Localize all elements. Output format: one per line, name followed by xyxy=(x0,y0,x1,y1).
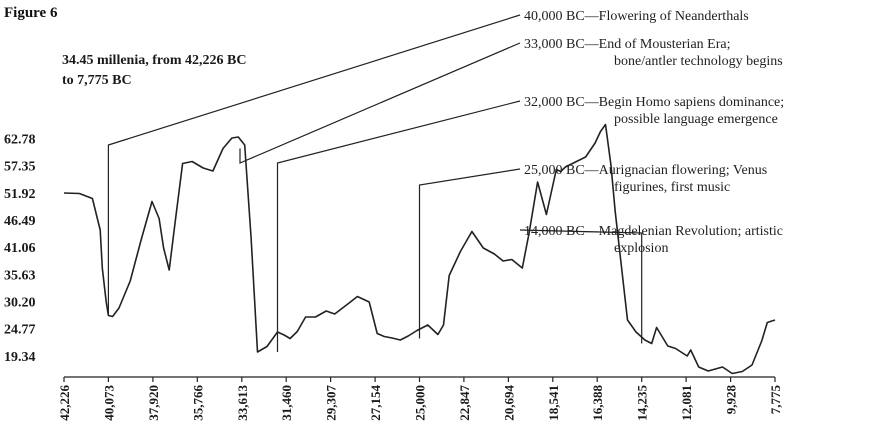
annotation-text: possible language emergence xyxy=(614,112,778,127)
annotation-text: 33,000 BC—End of Mousterian Era; xyxy=(524,37,730,52)
x-tick-label: 42,226 xyxy=(57,385,72,421)
series-layer xyxy=(63,123,776,375)
annotation-text: 14,000 BC—Magdelenian Revolution; artist… xyxy=(524,224,783,239)
annotation-leader xyxy=(418,168,521,339)
y-tick-label: 62.78 xyxy=(4,133,36,148)
x-tick-label: 31,460 xyxy=(279,385,294,421)
annotation-leader xyxy=(107,14,521,316)
annotation-text: figurines, first music xyxy=(614,180,730,195)
x-tick-label: 25,000 xyxy=(413,385,428,421)
y-tick-label: 51.92 xyxy=(4,187,36,202)
x-tick-label: 7,775 xyxy=(768,385,783,415)
annotation-text: 40,000 BC—Flowering of Neanderthals xyxy=(524,9,749,24)
x-tick-label: 9,928 xyxy=(724,385,739,415)
chart-subtitle-line-2: to 7,775 BC xyxy=(62,73,132,88)
annotation-text: bone/antler technology begins xyxy=(614,54,783,69)
x-tick-label: 27,154 xyxy=(368,385,383,421)
y-tick-label: 41.06 xyxy=(4,241,36,256)
chart-subtitle-line-1: 34.45 millenia, from 42,226 BC xyxy=(62,53,246,68)
x-axis: 42,226 40,073 37,920 35,766 33,613 31,460 29,3… xyxy=(57,376,783,421)
x-tick-label: 18,541 xyxy=(546,385,561,421)
x-tick-label: 14,235 xyxy=(635,385,650,421)
x-tick-label: 16,388 xyxy=(590,385,605,421)
x-tick-label: 33,613 xyxy=(235,385,250,421)
annotation-text: explosion xyxy=(614,241,668,256)
y-tick-label: 30.20 xyxy=(4,296,36,311)
x-tick-label: 29,307 xyxy=(324,385,339,421)
annotation-leader xyxy=(519,229,643,344)
annotation-text: 25,000 BC—Aurignacian flowering; Venus xyxy=(524,163,767,178)
x-tick-label: 37,920 xyxy=(146,385,161,421)
y-tick-label: 19.34 xyxy=(4,350,36,365)
x-tick-label: 20,694 xyxy=(501,385,516,421)
figure-label: Figure 6 xyxy=(4,5,58,21)
y-tick-label: 35.63 xyxy=(4,268,36,283)
annotation-leader xyxy=(276,100,521,352)
y-tick-label: 24.77 xyxy=(4,323,36,338)
y-tick-label: 57.35 xyxy=(4,160,36,175)
annotation-texts: 40,000 BC—Flowering of Neanderthals 33,00… xyxy=(524,9,784,256)
annotation-leader xyxy=(239,42,521,164)
y-axis-ticks: 62.78 57.35 51.92 46.49 41.06 35.63 30.20 24.77… xyxy=(4,133,36,365)
annotation-leaders xyxy=(107,14,643,352)
x-tick-label: 40,073 xyxy=(101,385,116,421)
y-tick-label: 46.49 xyxy=(4,214,36,229)
x-tick-label: 12,081 xyxy=(679,385,694,421)
x-tick-label: 35,766 xyxy=(190,385,205,421)
x-tick-label: 22,847 xyxy=(457,385,472,421)
annotation-text: 32,000 BC—Begin Homo sapiens dominance; xyxy=(524,95,784,110)
series-line xyxy=(63,123,776,375)
